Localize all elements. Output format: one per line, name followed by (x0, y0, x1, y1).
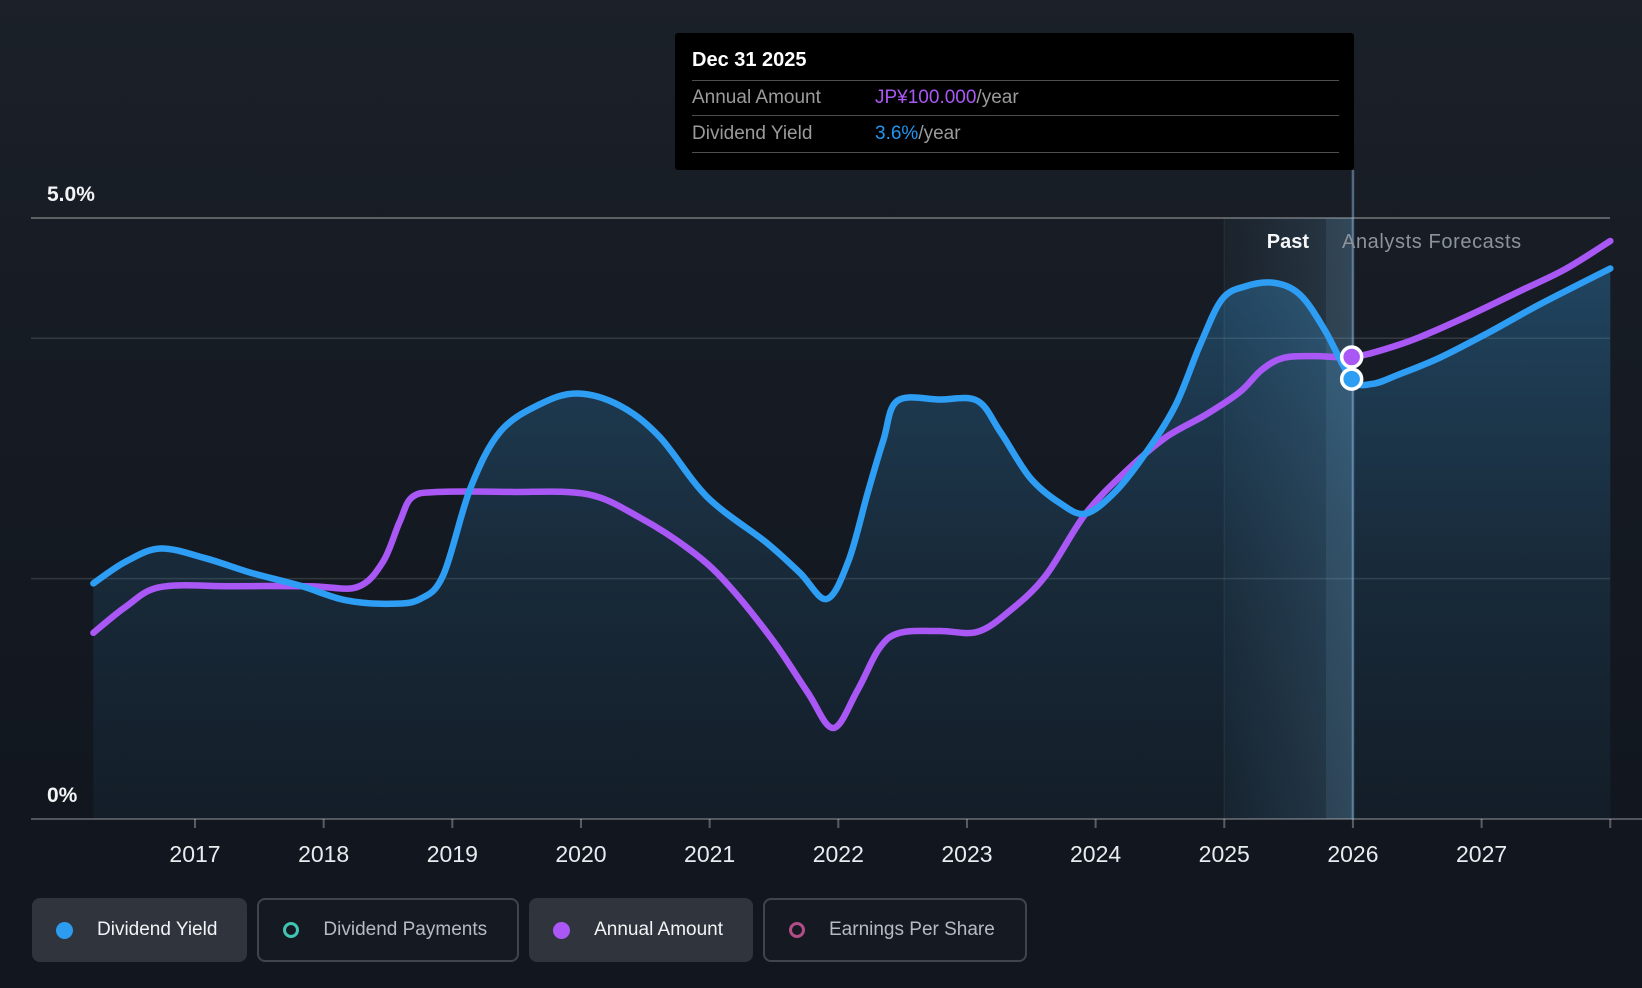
annual-amount-line[interactable] (90, 237, 1614, 732)
x-axis-label-2021: 2021 (684, 841, 736, 867)
x-axis-label-2017: 2017 (169, 841, 221, 867)
x-axis-label-2024: 2024 (1070, 841, 1122, 867)
legend-item-earnings-per-share[interactable]: Earnings Per Share (763, 898, 1027, 962)
x-axis-label-2025: 2025 (1198, 841, 1250, 867)
legend-item-dividend-payments[interactable]: Dividend Payments (257, 898, 520, 962)
hover-highlight-column (1325, 218, 1353, 819)
legend-item-dividend-yield[interactable]: Dividend Yield (32, 898, 248, 962)
legend-item-annual-amount[interactable]: Annual Amount (529, 898, 753, 962)
teal-ring-icon (283, 922, 300, 938)
tooltip-suffix: /year (918, 123, 961, 144)
x-axis-label-2026: 2026 (1327, 841, 1379, 867)
tooltip-label: Annual Amount (692, 87, 821, 108)
past-label: Past (1266, 231, 1309, 253)
analysts-forecasts-label: Analysts Forecasts (1342, 231, 1522, 253)
x-axis-label-2023: 2023 (941, 841, 993, 867)
blue-dot-icon (56, 921, 73, 939)
x-axis-label-2027: 2027 (1456, 841, 1508, 867)
x-axis-label-2018: 2018 (298, 841, 350, 867)
tooltip-row-annual-amount: Annual Amount JP¥100.000/year (692, 81, 1339, 116)
chart-tooltip: Dec 31 2025 Annual Amount JP¥100.000/yea… (675, 33, 1354, 170)
chart-legend: Dividend Yield Dividend Payments Annual Am… (32, 898, 1027, 962)
tooltip-row-dividend-yield: Dividend Yield 3.6%/year (692, 116, 1339, 153)
legend-item-label: Dividend Payments (323, 919, 488, 940)
legend-item-label: Earnings Per Share (829, 919, 995, 940)
dividend-yield-line[interactable] (90, 265, 1614, 608)
x-axis-label-2020: 2020 (555, 841, 607, 867)
dividend-yield-marker[interactable] (1339, 367, 1364, 391)
tooltip-label: Dividend Yield (692, 123, 813, 144)
y-axis-label-top: 5.0% (47, 183, 95, 206)
x-axis-label-2022: 2022 (812, 841, 864, 867)
legend-item-label: Dividend Yield (97, 919, 218, 940)
purple-dot-icon (553, 921, 571, 939)
tooltip-date: Dec 31 2025 (692, 33, 1339, 81)
pink-ring-icon (789, 922, 805, 938)
tooltip-value-annual-amount: JP¥100.000 (875, 87, 977, 108)
legend-item-label: Annual Amount (594, 919, 723, 940)
tooltip-suffix: /year (976, 87, 1019, 108)
x-axis-label-2019: 2019 (426, 841, 478, 867)
past-period-band (1224, 218, 1353, 819)
y-axis-label-bottom: 0% (47, 784, 78, 807)
tooltip-value-dividend-yield: 3.6% (875, 123, 919, 144)
annual-amount-marker[interactable] (1339, 345, 1364, 369)
